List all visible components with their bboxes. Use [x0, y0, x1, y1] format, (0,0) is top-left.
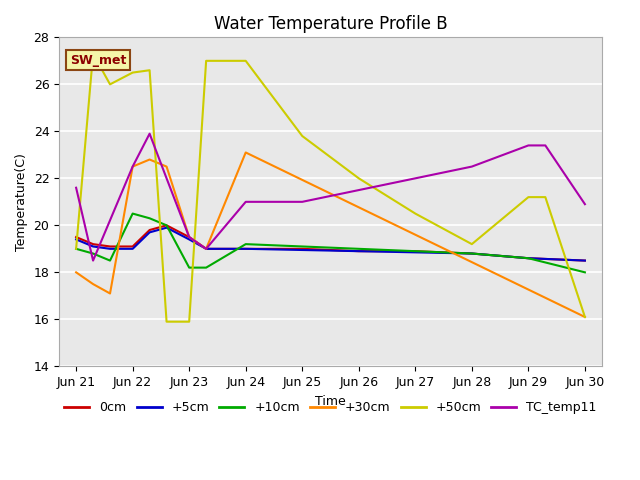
Y-axis label: Temperature(C): Temperature(C)	[15, 153, 28, 251]
Legend: 0cm, +5cm, +10cm, +30cm, +50cm, TC_temp11: 0cm, +5cm, +10cm, +30cm, +50cm, TC_temp1…	[60, 396, 602, 420]
X-axis label: Time: Time	[315, 395, 346, 408]
Text: SW_met: SW_met	[70, 54, 126, 67]
Title: Water Temperature Profile B: Water Temperature Profile B	[214, 15, 447, 33]
